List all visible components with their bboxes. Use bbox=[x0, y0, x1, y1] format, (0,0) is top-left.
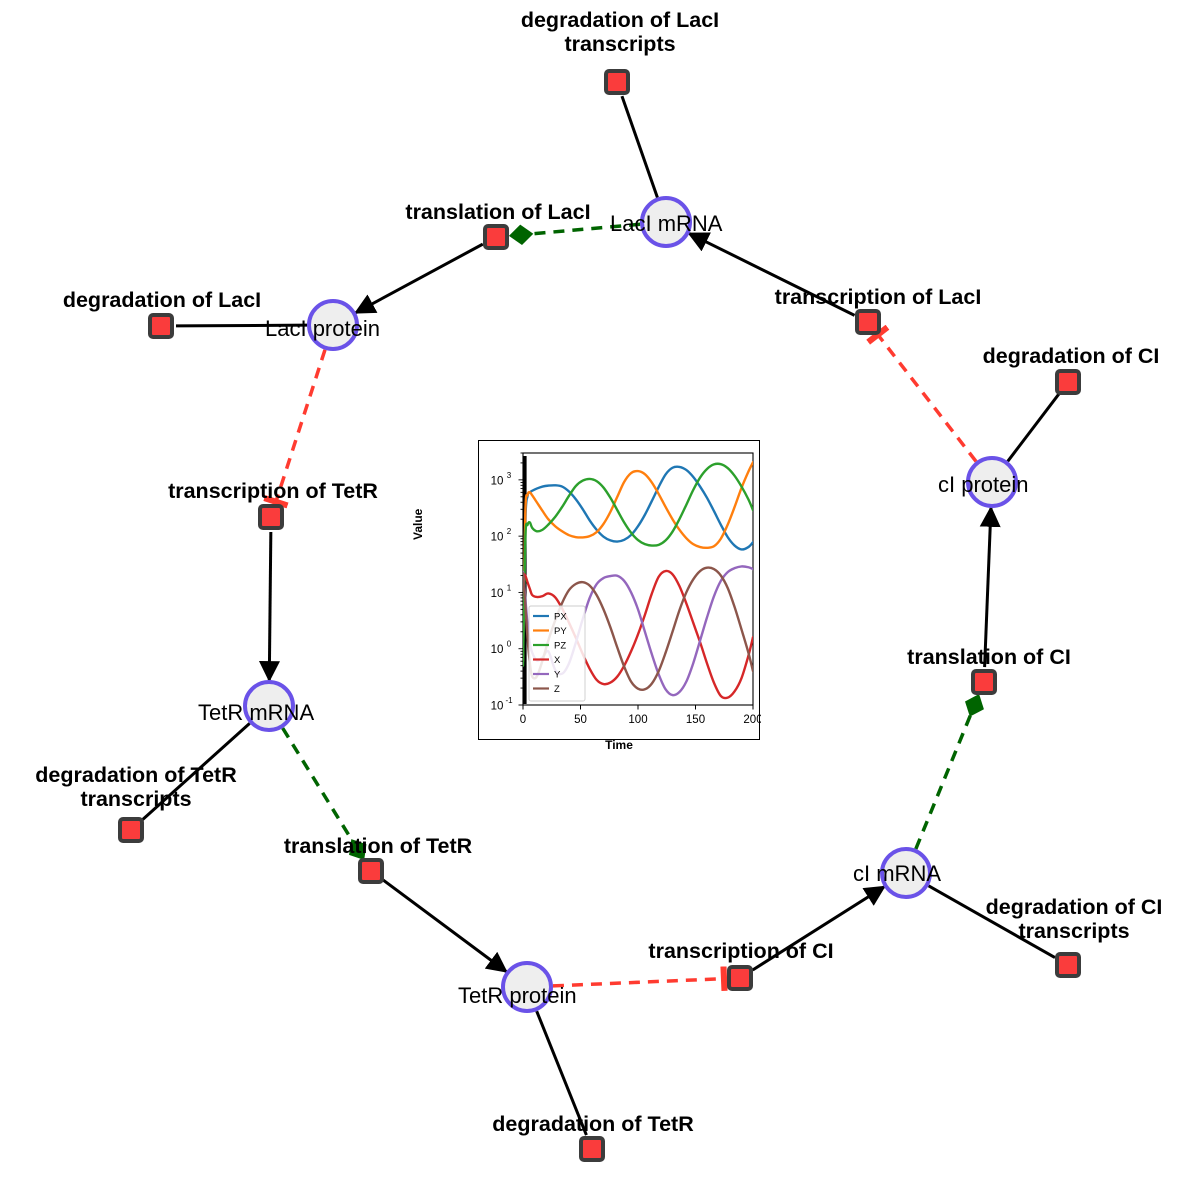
edge-ci-mrna-to-translation-ci bbox=[914, 693, 984, 850]
chart-x-tick-label: 150 bbox=[686, 714, 705, 726]
edge-tetr-mrna-to-translation-tetr bbox=[281, 727, 367, 860]
edge-tetr-mrna-to-deg-tetr-transcripts bbox=[141, 722, 251, 822]
svg-text:1: 1 bbox=[507, 583, 512, 592]
species-node-tetr-mrna[interactable] bbox=[243, 680, 295, 732]
svg-text:10: 10 bbox=[491, 588, 504, 600]
edge-translation-ci-to-ci-protein bbox=[979, 505, 1001, 668]
reaction-node-translation-tetr[interactable] bbox=[358, 858, 384, 884]
species-node-tetr-protein[interactable] bbox=[501, 961, 553, 1013]
chart-y-tick-label: 10 -1 bbox=[491, 696, 514, 713]
edge-translation-laci-to-laci-protein bbox=[354, 242, 484, 314]
chart-legend-label-x: X bbox=[554, 655, 561, 666]
svg-text:10: 10 bbox=[491, 475, 504, 487]
edge-laci-protein-to-deg-laci bbox=[175, 323, 308, 328]
chart-series-group bbox=[523, 456, 753, 704]
chart-legend-label-px: PX bbox=[554, 611, 567, 622]
edge-laci-protein-to-transcription-tetr bbox=[263, 349, 327, 509]
reaction-node-translation-laci[interactable] bbox=[483, 224, 509, 250]
chart-legend-label-pz: PZ bbox=[554, 640, 566, 651]
edge-ci-protein-to-transcription-laci bbox=[866, 324, 978, 463]
edge-laci-mrna-to-translation-laci bbox=[508, 222, 641, 245]
chart-series-x bbox=[523, 569, 753, 700]
chart-x-tick-label: 0 bbox=[520, 714, 526, 726]
svg-text:10: 10 bbox=[491, 701, 504, 713]
edge-transcription-tetr-to-tetr-mrna bbox=[258, 531, 280, 683]
chart-x-tick-label: 100 bbox=[628, 714, 647, 726]
svg-text:10: 10 bbox=[491, 644, 504, 656]
chart-series-px bbox=[523, 465, 753, 663]
svg-text:3: 3 bbox=[507, 471, 512, 480]
chart-legend-label-y: Y bbox=[554, 669, 561, 680]
reaction-node-translation-ci[interactable] bbox=[971, 669, 997, 695]
reaction-node-deg-laci-transcripts[interactable] bbox=[604, 69, 630, 95]
edge-ci-mrna-to-deg-ci-transcripts bbox=[927, 884, 1056, 959]
reaction-node-deg-laci[interactable] bbox=[148, 313, 174, 339]
species-node-ci-mrna[interactable] bbox=[880, 847, 932, 899]
reaction-node-deg-ci[interactable] bbox=[1055, 369, 1081, 395]
edge-translation-tetr-to-tetr-protein bbox=[382, 878, 508, 973]
edge-tetr-protein-to-deg-tetr bbox=[535, 1010, 588, 1136]
chart-y-tick-label: 10 2 bbox=[491, 527, 512, 544]
chart-legend-label-z: Z bbox=[554, 684, 560, 695]
species-node-laci-mrna[interactable] bbox=[640, 196, 692, 248]
inset-timecourse-chart: 10 -1 10 0 10 1 10 2 10 3 0 50 100 150 200 PX PY PZ X Y Z bbox=[478, 440, 761, 740]
chart-y-tick-label: 10 3 bbox=[491, 471, 512, 488]
chart-legend-label-py: PY bbox=[554, 626, 567, 637]
reaction-node-transcription-tetr[interactable] bbox=[258, 504, 284, 530]
svg-text:10: 10 bbox=[491, 532, 504, 544]
reaction-node-transcription-ci[interactable] bbox=[727, 965, 753, 991]
edge-transcription-ci-to-ci-mrna bbox=[751, 885, 886, 972]
reaction-node-transcription-laci[interactable] bbox=[855, 309, 881, 335]
svg-text:0: 0 bbox=[507, 640, 512, 649]
chart-y-tick-label: 10 1 bbox=[491, 583, 512, 600]
svg-text:2: 2 bbox=[507, 527, 512, 536]
chart-x-axis-label: Time bbox=[605, 738, 633, 752]
chart-y-tick-label: 10 0 bbox=[491, 640, 512, 657]
chart-x-tick-label: 50 bbox=[574, 714, 587, 726]
edge-ci-protein-to-deg-ci bbox=[1006, 393, 1061, 463]
edge-tetr-protein-to-transcription-ci bbox=[552, 966, 728, 992]
chart-series-py bbox=[523, 461, 753, 663]
edge-laci-mrna-to-deg-laci-transcripts bbox=[620, 95, 659, 198]
chart-x-tick-label: 200 bbox=[743, 714, 761, 726]
reaction-node-deg-tetr-transcripts[interactable] bbox=[118, 817, 144, 843]
species-node-ci-protein[interactable] bbox=[966, 456, 1018, 508]
reaction-node-deg-ci-transcripts[interactable] bbox=[1055, 952, 1081, 978]
chart-series-pz bbox=[523, 462, 753, 667]
edge-transcription-laci-to-laci-mrna bbox=[687, 232, 856, 317]
svg-text:-1: -1 bbox=[505, 696, 513, 705]
chart-y-axis-label: Value bbox=[411, 508, 425, 540]
reaction-node-deg-tetr[interactable] bbox=[579, 1136, 605, 1162]
species-node-laci-protein[interactable] bbox=[307, 299, 359, 351]
